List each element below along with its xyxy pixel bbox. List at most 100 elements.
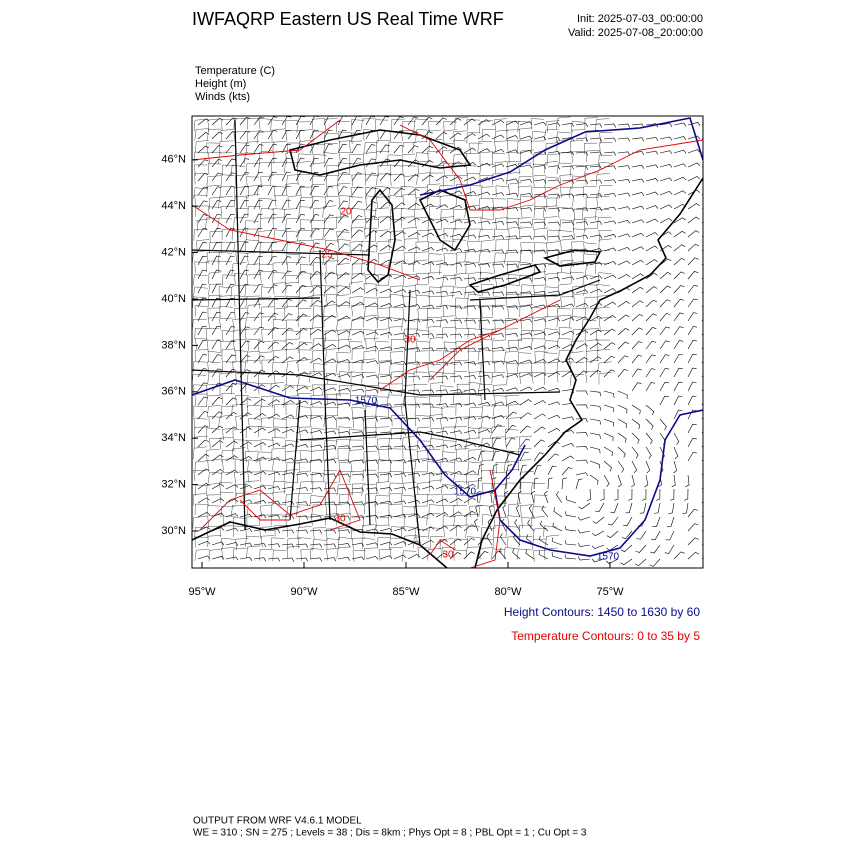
wind-barb xyxy=(379,230,392,238)
wind-barb xyxy=(225,326,236,336)
county-border xyxy=(218,140,234,153)
wind-barb xyxy=(267,486,281,490)
wind-barb xyxy=(421,203,434,210)
county-border xyxy=(388,438,403,450)
county-border xyxy=(273,404,288,416)
county-border xyxy=(272,459,287,471)
wind-barb xyxy=(589,474,599,485)
county-border xyxy=(257,184,272,197)
wind-barb xyxy=(625,502,633,514)
county-border xyxy=(324,152,338,164)
wind-barb xyxy=(407,513,421,518)
county-border xyxy=(403,273,417,286)
wind-barb xyxy=(687,353,697,364)
wind-barb xyxy=(673,460,678,474)
wind-barb xyxy=(211,200,222,210)
county-border xyxy=(390,526,405,538)
wind-barb xyxy=(197,269,207,280)
wind-barb xyxy=(407,389,421,394)
wind-barb xyxy=(631,286,644,294)
county-border xyxy=(477,141,493,153)
county-border xyxy=(209,196,223,210)
wind-barb xyxy=(578,502,591,510)
wind-barb xyxy=(645,432,653,445)
wind-barb xyxy=(323,286,336,294)
wind-barb xyxy=(309,557,323,562)
county-border xyxy=(336,317,351,331)
wind-barb xyxy=(673,257,686,266)
wind-barb xyxy=(701,249,703,252)
wind-barb xyxy=(491,263,505,268)
wind-barb xyxy=(239,340,250,350)
wind-barb xyxy=(589,418,601,425)
wind-barb xyxy=(659,204,673,210)
wind-barb xyxy=(659,381,669,392)
county-border xyxy=(298,296,313,309)
county-border xyxy=(389,174,403,186)
wind-barb xyxy=(589,220,603,225)
wind-barb xyxy=(407,553,421,560)
wind-barb xyxy=(323,557,337,562)
wind-barb xyxy=(309,200,320,210)
wind-barb xyxy=(379,417,393,422)
county-border xyxy=(440,208,455,221)
wind-barb xyxy=(421,218,435,224)
wind-barb xyxy=(533,331,547,336)
county-border xyxy=(271,161,285,174)
county-border xyxy=(517,338,532,351)
wind-barb xyxy=(592,516,605,524)
wind-barb xyxy=(639,502,647,514)
wind-barb xyxy=(211,498,225,504)
county-border xyxy=(310,548,325,560)
graticule-labels: 30°N32°N34°N36°N38°N40°N42°N44°N46°N95°W… xyxy=(161,154,624,598)
county-border xyxy=(427,120,442,133)
wind-barb xyxy=(253,116,264,126)
wind-barb xyxy=(379,487,393,492)
county-border xyxy=(248,418,262,430)
county-border xyxy=(350,250,365,262)
county-border xyxy=(260,535,275,548)
county-border xyxy=(466,132,481,144)
wind-barb xyxy=(575,343,588,350)
county-border xyxy=(506,129,520,142)
wind-barb xyxy=(365,345,379,350)
county-border xyxy=(492,537,507,549)
wind-barb xyxy=(379,332,393,336)
wind-barb xyxy=(603,418,614,427)
wind-barb xyxy=(435,498,449,504)
wind-barb xyxy=(393,187,406,196)
wind-barb xyxy=(655,488,661,501)
wind-barb xyxy=(211,118,224,126)
county-border xyxy=(388,273,403,286)
wind-barb xyxy=(239,117,251,126)
county-border xyxy=(454,359,468,372)
county-border xyxy=(531,372,545,384)
county-border xyxy=(375,119,389,131)
county-border xyxy=(311,183,325,196)
county-border xyxy=(455,184,470,196)
county-border xyxy=(310,394,324,407)
county-border xyxy=(403,460,417,474)
wind-barb xyxy=(701,543,703,546)
wind-barb xyxy=(512,548,521,560)
county-border xyxy=(219,481,233,494)
county-border xyxy=(286,319,300,331)
wind-barb xyxy=(309,129,319,140)
county-border xyxy=(401,482,417,495)
county-border xyxy=(558,327,573,339)
county-border xyxy=(208,416,222,428)
wind-barb xyxy=(673,136,687,140)
county-border xyxy=(453,371,467,383)
county-border xyxy=(339,493,353,506)
wind-barb xyxy=(533,439,545,448)
wind-barb xyxy=(351,200,363,210)
county-border xyxy=(231,383,246,395)
wind-barb xyxy=(239,199,249,210)
wind-barb xyxy=(491,387,505,392)
county-border xyxy=(287,195,301,208)
county-border xyxy=(519,435,533,449)
wind-barb xyxy=(636,530,647,540)
county-border xyxy=(543,205,558,218)
county-border xyxy=(259,457,273,471)
wind-barb xyxy=(435,262,449,266)
